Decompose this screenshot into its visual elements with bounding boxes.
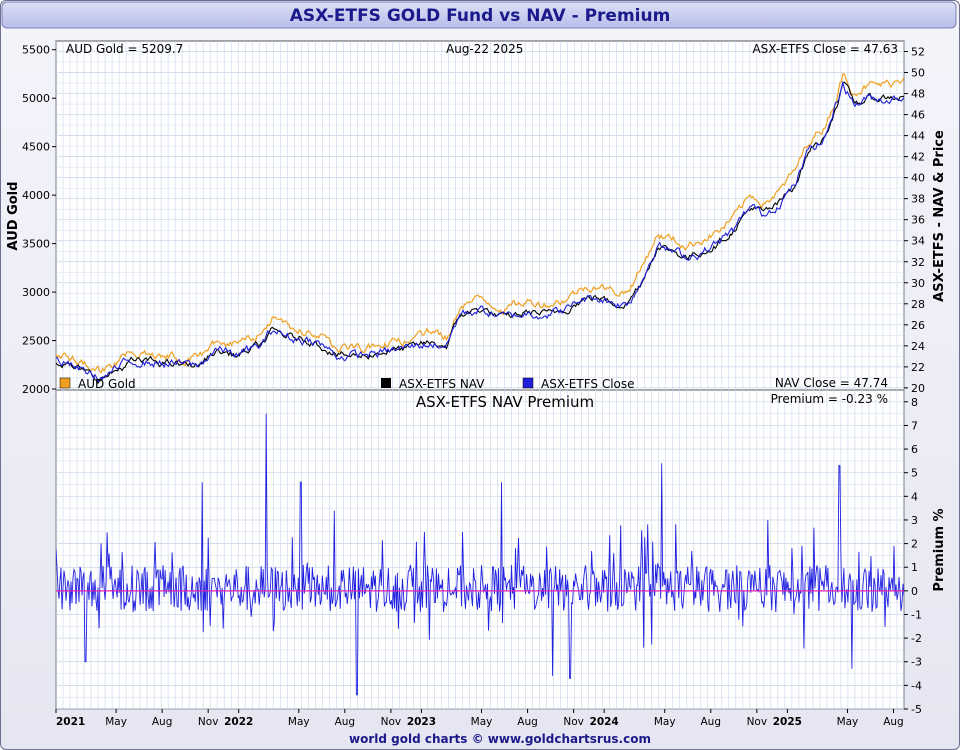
left-axis-title: AUD Gold (6, 182, 21, 251)
right-tick-label: 20 (911, 382, 925, 395)
premium-tick-label: 2 (911, 538, 918, 551)
premium-panel-title: ASX-ETFS NAV Premium (416, 393, 594, 411)
right-tick-label: 28 (911, 298, 925, 311)
left-tick-label: 4500 (22, 141, 50, 154)
left-tick-label: 3000 (22, 286, 50, 299)
date-label: Aug-22 2025 (446, 42, 523, 56)
gold-value-label: AUD Gold = 5209.7 (66, 42, 183, 56)
title-bar (1, 1, 957, 29)
x-tick-label: May (288, 716, 310, 728)
x-tick-label: Aug (335, 716, 356, 728)
left-tick-label: 3500 (22, 238, 50, 251)
series-aud-gold-line (56, 73, 904, 374)
right-tick-label: 22 (911, 361, 925, 374)
chart-title: ASX-ETFS GOLD Fund vs NAV - Premium (290, 6, 671, 26)
premium-tick-label: 0 (911, 585, 918, 598)
series-asx-etfs-close-line (56, 81, 904, 383)
legend-label-nav: ASX-ETFS NAV (399, 377, 485, 391)
series-premium-line (56, 413, 904, 696)
left-tick-label: 5000 (22, 92, 50, 105)
x-tick-label: Nov (198, 716, 219, 728)
x-tick-label: May (654, 716, 676, 728)
right-tick-label: 26 (911, 319, 925, 332)
premium-tick-label: -3 (911, 656, 922, 669)
left-tick-label: 2000 (22, 383, 50, 396)
premium-axis-title: Premium % (932, 508, 947, 591)
grid-layer (55, 40, 905, 710)
right-tick-label: 44 (911, 130, 925, 143)
close-value-label: ASX-ETFS Close = 47.63 (752, 42, 898, 56)
x-tick-label: 2023 (407, 716, 436, 728)
x-tick-label: Aug (152, 716, 173, 728)
nav-close-label: NAV Close = 47.74 (775, 376, 888, 390)
premium-tick-label: 4 (911, 490, 918, 503)
right-tick-label: 30 (911, 277, 925, 290)
right-tick-label: 46 (911, 109, 925, 122)
premium-tick-label: 3 (911, 514, 918, 527)
left-tick-label: 4000 (22, 189, 50, 202)
premium-tick-label: -1 (911, 608, 922, 621)
x-tick-label: Aug (883, 716, 904, 728)
legend-swatch-gold (59, 377, 71, 389)
right-tick-label: 38 (911, 193, 925, 206)
premium-value-label: Premium = -0.23 % (771, 392, 888, 406)
premium-tick-label: -2 (911, 632, 922, 645)
legend-swatch-nav (381, 378, 391, 388)
right-tick-label: 24 (911, 340, 925, 353)
x-tick-label: Aug (701, 716, 722, 728)
premium-series-layer (56, 413, 904, 696)
right-tick-label: 32 (911, 256, 925, 269)
x-tick-label: Nov (747, 716, 768, 728)
premium-tick-label: 1 (911, 561, 918, 574)
legend-label-close: ASX-ETFS Close (541, 377, 635, 391)
right-tick-label: 52 (911, 46, 925, 59)
premium-tick-label: -4 (911, 679, 922, 692)
right-tick-label: 40 (911, 172, 925, 185)
premium-tick-label: 5 (911, 467, 918, 480)
premium-tick-label: 6 (911, 443, 918, 456)
premium-tick-label: 8 (911, 396, 918, 409)
right-tick-label: 36 (911, 214, 925, 227)
x-tick-label: Nov (381, 716, 402, 728)
x-tick-label: 2025 (773, 716, 802, 728)
footer-credit: world gold charts © www.goldchartsrus.co… (349, 732, 651, 746)
right-tick-label: 48 (911, 88, 925, 101)
x-tick-label: Nov (563, 716, 584, 728)
x-tick-label: 2021 (56, 716, 85, 728)
right-tick-label: 50 (911, 67, 925, 80)
right-tick-label: 34 (911, 235, 925, 248)
legend-label-gold: AUD Gold (78, 377, 136, 391)
x-tick-label: May (105, 716, 127, 728)
premium-tick-label: -5 (911, 703, 922, 716)
x-tick-label: 2024 (590, 716, 619, 728)
axes-layer: 2000250030003500400045005000550020222426… (22, 44, 925, 728)
x-tick-label: May (471, 716, 493, 728)
legend-swatch-close (522, 377, 534, 389)
right-tick-label: 42 (911, 151, 925, 164)
left-tick-label: 2500 (22, 335, 50, 348)
premium-tick-label: 7 (911, 419, 918, 432)
x-tick-label: May (837, 716, 859, 728)
left-tick-label: 5500 (22, 44, 50, 57)
x-tick-label: Aug (517, 716, 538, 728)
price-series-layer (56, 73, 904, 385)
premium-plot-area (55, 389, 905, 710)
right-axis-title: ASX-ETFS - NAV & Price (932, 130, 947, 302)
x-tick-label: 2022 (224, 716, 253, 728)
